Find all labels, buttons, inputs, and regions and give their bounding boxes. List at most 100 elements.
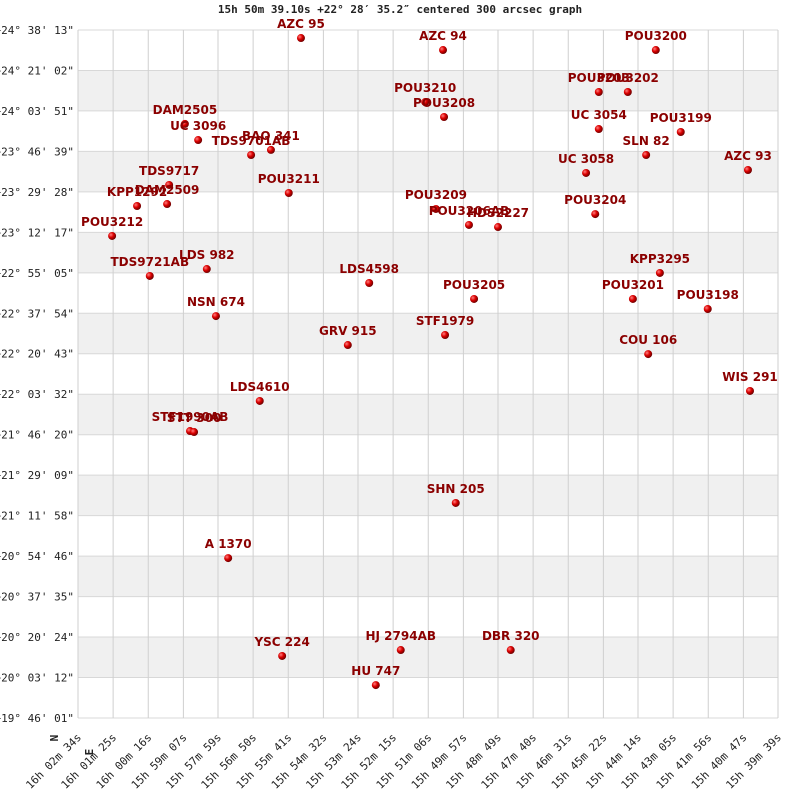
star-label: WIS 291 bbox=[722, 370, 778, 384]
y-tick-label: +21° 29' 09" bbox=[0, 469, 74, 482]
star-point bbox=[284, 189, 293, 198]
compass-north: N bbox=[48, 735, 61, 742]
star-label: POU3209 bbox=[405, 188, 467, 202]
star-label: SHN 205 bbox=[427, 482, 485, 496]
star-point bbox=[296, 34, 305, 43]
star-point bbox=[431, 204, 440, 213]
star-label: HJ 2794AB bbox=[365, 629, 436, 643]
y-tick-label: +20° 20' 24" bbox=[0, 631, 74, 644]
star-label: DAM2505 bbox=[153, 103, 218, 117]
y-tick-label: +22° 20' 43" bbox=[0, 348, 74, 361]
star-point bbox=[180, 119, 189, 128]
star-label: TDS9701AB bbox=[212, 134, 291, 148]
star-label: KPP3295 bbox=[630, 252, 690, 266]
star-point bbox=[255, 396, 264, 405]
y-tick-label: +23° 12' 17" bbox=[0, 226, 74, 239]
star-label: POU3210 bbox=[394, 81, 456, 95]
y-tick-label: +22° 03' 32" bbox=[0, 388, 74, 401]
star-point bbox=[628, 294, 637, 303]
star-label: UC 3058 bbox=[558, 152, 614, 166]
y-tick-label: +20° 37' 35" bbox=[0, 591, 74, 604]
y-tick-label: +20° 03' 12" bbox=[0, 672, 74, 685]
star-label: NSN 674 bbox=[187, 295, 245, 309]
star-label: POU3211 bbox=[258, 172, 320, 186]
star-label: TDS9717 bbox=[139, 164, 199, 178]
star-point bbox=[163, 200, 172, 209]
y-tick-label: +20° 54' 46" bbox=[0, 550, 74, 563]
star-point bbox=[224, 554, 233, 563]
star-label: AZC 94 bbox=[419, 29, 467, 43]
star-point bbox=[644, 350, 653, 359]
compass-east: E bbox=[83, 749, 96, 756]
star-point bbox=[202, 265, 211, 274]
star-label: SLN 82 bbox=[623, 134, 670, 148]
star-point bbox=[703, 305, 712, 314]
star-point bbox=[464, 220, 473, 229]
star-point bbox=[133, 202, 142, 211]
star-point bbox=[506, 646, 515, 655]
star-point bbox=[396, 646, 405, 655]
star-point bbox=[266, 145, 275, 154]
star-label: STT 300 bbox=[167, 411, 222, 425]
star-label: UC 3096 bbox=[170, 119, 226, 133]
star-point bbox=[651, 46, 660, 55]
star-point bbox=[582, 168, 591, 177]
star-label: TDS9721AB bbox=[110, 255, 189, 269]
star-point bbox=[371, 681, 380, 690]
star-label: POU3200 bbox=[625, 29, 687, 43]
star-label: GRV 915 bbox=[319, 324, 377, 338]
star-point bbox=[365, 279, 374, 288]
y-tick-label: +23° 46' 39" bbox=[0, 145, 74, 158]
y-tick-label: +21° 11' 58" bbox=[0, 510, 74, 523]
star-label: POU3204 bbox=[564, 193, 626, 207]
star-point bbox=[211, 312, 220, 321]
star-point bbox=[190, 428, 199, 437]
star-label: STF1979 bbox=[416, 314, 474, 328]
star-label: POU3199 bbox=[650, 111, 712, 125]
star-point bbox=[194, 136, 203, 145]
star-label: POU3205 bbox=[443, 278, 505, 292]
star-label: YSC 224 bbox=[253, 635, 309, 649]
grid bbox=[77, 29, 779, 719]
star-label: KPP1292 bbox=[107, 185, 167, 199]
y-tick-label: +24° 21' 02" bbox=[0, 64, 74, 77]
star-point bbox=[743, 165, 752, 174]
star-point bbox=[421, 98, 430, 107]
y-tick-label: +22° 55' 05" bbox=[0, 267, 74, 280]
star-label: LDS4598 bbox=[339, 262, 399, 276]
star-label: A 1370 bbox=[205, 537, 252, 551]
star-point bbox=[470, 294, 479, 303]
y-tick-label: +19° 46' 01" bbox=[0, 712, 74, 725]
y-tick-label: +21° 46' 20" bbox=[0, 429, 74, 442]
star-point bbox=[440, 113, 449, 122]
star-label: LDS4610 bbox=[230, 380, 290, 394]
star-point bbox=[642, 151, 651, 160]
star-label: AZC 95 bbox=[277, 17, 325, 31]
star-label: POU3203 bbox=[568, 71, 630, 85]
star-label: STF1990AB bbox=[152, 410, 229, 424]
y-tick-label: +24° 38' 13" bbox=[0, 24, 74, 37]
star-point bbox=[594, 125, 603, 134]
star-label: POU3202 bbox=[597, 71, 659, 85]
star-label: BAO 341 bbox=[242, 129, 300, 143]
star-point bbox=[441, 330, 450, 339]
star-label: COU 106 bbox=[619, 333, 677, 347]
star-point bbox=[494, 223, 502, 232]
star-label: UC 3054 bbox=[571, 108, 627, 122]
star-label: DAM2509 bbox=[135, 183, 200, 197]
star-point bbox=[451, 498, 460, 507]
star-point bbox=[165, 180, 174, 189]
star-label: POU3208 bbox=[413, 96, 475, 110]
star-label: POU3212 bbox=[81, 215, 143, 229]
star-label: POU3201 bbox=[602, 278, 664, 292]
chart-title: 15h 50m 39.10s +22° 28′ 35.2″ centered 3… bbox=[218, 3, 582, 16]
y-tick-label: +23° 29' 28" bbox=[0, 186, 74, 199]
star-point bbox=[591, 210, 600, 219]
star-label: POU3206AB bbox=[429, 204, 510, 218]
star-point bbox=[623, 88, 632, 97]
star-point bbox=[145, 271, 154, 280]
star-label: LDS 982 bbox=[179, 248, 234, 262]
star-point bbox=[594, 88, 603, 97]
star-point bbox=[655, 268, 664, 277]
